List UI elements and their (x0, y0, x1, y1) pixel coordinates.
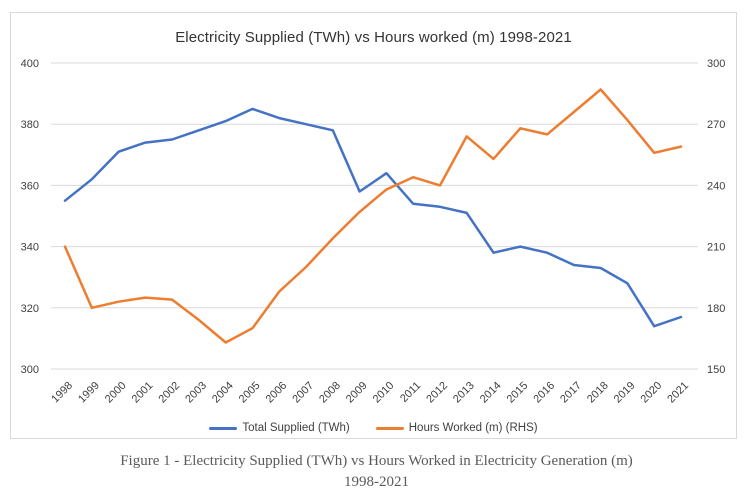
x-axis-tick-label: 2009 (344, 380, 370, 406)
right-axis-tick-label: 210 (707, 242, 725, 254)
right-axis-tick-label: 180 (707, 303, 725, 315)
x-axis-tick-label: 2005 (237, 380, 263, 406)
x-axis-tick-label: 2004 (210, 380, 236, 406)
legend-item-hours-worked: Hours Worked (m) (RHS) (375, 422, 538, 434)
legend-line-swatch-blue (209, 426, 238, 430)
x-axis-tick-label: 2021 (665, 380, 691, 406)
x-axis-tick-label: 2020 (639, 380, 665, 406)
x-axis-tick-label: 2018 (585, 380, 611, 406)
x-axis-tick-label: 2007 (290, 380, 316, 406)
x-axis-tick-label: 2008 (317, 380, 343, 406)
series-line-hours-worked-m-rhs (63, 88, 683, 344)
x-axis-tick-label: 2015 (505, 380, 531, 406)
line-chart: 400 380 360 340 320 300 300 270 240 210 180 150 1998… (21, 58, 726, 406)
x-axis-tick-label: 1998 (49, 380, 75, 406)
legend-line-swatch-orange (375, 426, 404, 430)
left-axis-tick-label: 340 (21, 242, 39, 254)
x-axis-tick-label: 2003 (183, 380, 209, 406)
chart-title: Electricity Supplied (TWh) vs Hours work… (175, 29, 572, 46)
right-axis-tick-label: 270 (707, 119, 725, 131)
chart-legend: Total Supplied (TWh) Hours Worked (m) (R… (11, 420, 736, 436)
x-axis-tick-label: 2006 (264, 380, 290, 406)
figure-caption: Figure 1 - Electricity Supplied (TWh) vs… (0, 451, 753, 493)
left-axis-tick-label: 300 (21, 364, 39, 376)
x-axis-tick-label: 2014 (478, 380, 504, 406)
x-axis-tick-label: 2000 (103, 380, 129, 406)
left-axis-tick-label: 360 (21, 180, 39, 192)
right-axis-tick-label: 300 (707, 58, 725, 70)
x-axis-tick-label: 2012 (424, 380, 450, 406)
x-axis-tick-label: 1999 (76, 380, 102, 406)
figure-caption-line2: 1998-2021 (344, 474, 409, 490)
right-axis-tick-label: 150 (707, 364, 725, 376)
left-axis-tick-label: 400 (21, 58, 39, 70)
x-axis-tick-label: 2001 (130, 380, 156, 406)
right-axis-tick-label: 240 (707, 180, 725, 192)
x-axis-tick-label: 2010 (371, 380, 397, 406)
left-axis-tick-label: 380 (21, 119, 39, 131)
legend-item-total-supplied: Total Supplied (TWh) (209, 422, 350, 434)
x-axis-tick-label: 2016 (531, 380, 557, 406)
x-axis-tick-label: 2017 (558, 380, 584, 406)
left-axis-tick-label: 320 (21, 303, 39, 315)
series-line-total-supplied-twh (63, 107, 683, 328)
x-axis-tick-label: 2011 (398, 380, 423, 405)
x-axis-tick-label: 2002 (156, 380, 182, 406)
legend-label: Total Supplied (TWh) (242, 422, 350, 434)
x-axis-tick-label: 2019 (612, 380, 638, 406)
x-axis-tick-label: 2013 (451, 380, 477, 406)
figure-caption-line1: Figure 1 - Electricity Supplied (TWh) vs… (120, 453, 633, 469)
legend-label: Hours Worked (m) (RHS) (408, 422, 538, 434)
chart-frame: 400 380 360 340 320 300 300 270 240 210 180 150 1998… (10, 12, 737, 439)
